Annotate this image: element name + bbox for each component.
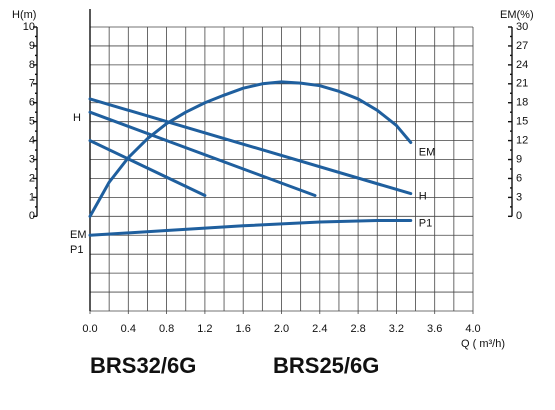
y2-tick-label: 15 bbox=[516, 116, 528, 128]
x-tick-label: 2.0 bbox=[274, 323, 289, 335]
y-tick-label: 1 bbox=[29, 191, 35, 203]
y2-axis-title: EM(%) bbox=[500, 9, 534, 21]
y-tick-label: 8 bbox=[29, 59, 35, 71]
curve-label: P1 bbox=[419, 217, 432, 229]
x-tick-label: 0.4 bbox=[121, 323, 136, 335]
y-tick-label: 7 bbox=[29, 78, 35, 90]
y2-tick-label: 6 bbox=[516, 172, 522, 184]
start-label: P1 bbox=[70, 244, 83, 256]
start-label: H bbox=[73, 112, 81, 124]
y-axis-title: H(m) bbox=[12, 9, 36, 21]
x-axis-title: Q ( m³/h) bbox=[461, 338, 505, 350]
x-tick-label: 3.6 bbox=[427, 323, 442, 335]
curve bbox=[88, 139, 207, 198]
y-tick-label: 6 bbox=[29, 97, 35, 109]
curve bbox=[88, 218, 413, 237]
curve-label: H bbox=[419, 191, 427, 203]
model-label: BRS32/6G bbox=[90, 353, 196, 378]
y2-tick-label: 27 bbox=[516, 40, 528, 52]
x-tick-label: 3.2 bbox=[389, 323, 404, 335]
y2-tick-label: 18 bbox=[516, 97, 528, 109]
y2-tick-label: 24 bbox=[516, 59, 528, 71]
curve bbox=[88, 80, 413, 218]
y-tick-label: 0 bbox=[29, 210, 35, 222]
y-tick-label: 2 bbox=[29, 172, 35, 184]
x-tick-label: 0.8 bbox=[159, 323, 174, 335]
y2-tick-label: 0 bbox=[516, 210, 522, 222]
x-tick-label: 0.0 bbox=[82, 323, 97, 335]
curve-label: EM bbox=[419, 146, 436, 158]
y2-tick-label: 21 bbox=[516, 78, 528, 90]
y-tick-label: 9 bbox=[29, 40, 35, 52]
y2-tick-label: 30 bbox=[516, 21, 528, 33]
y2-tick-label: 12 bbox=[516, 135, 528, 147]
x-tick-label: 1.2 bbox=[197, 323, 212, 335]
y-tick-label: 5 bbox=[29, 116, 35, 128]
x-tick-label: 1.6 bbox=[236, 323, 251, 335]
curve bbox=[88, 97, 413, 196]
model-label: BRS25/6G bbox=[273, 353, 379, 378]
x-tick-label: 4.0 bbox=[465, 323, 480, 335]
y-tick-label: 10 bbox=[23, 21, 35, 33]
y-tick-label: 4 bbox=[29, 135, 35, 147]
x-tick-label: 2.8 bbox=[350, 323, 365, 335]
y2-tick-label: 9 bbox=[516, 153, 522, 165]
y2-tick-label: 3 bbox=[516, 191, 522, 203]
start-label: EM bbox=[70, 229, 87, 241]
y-tick-label: 3 bbox=[29, 153, 35, 165]
curve bbox=[88, 110, 317, 198]
x-tick-label: 2.4 bbox=[312, 323, 327, 335]
